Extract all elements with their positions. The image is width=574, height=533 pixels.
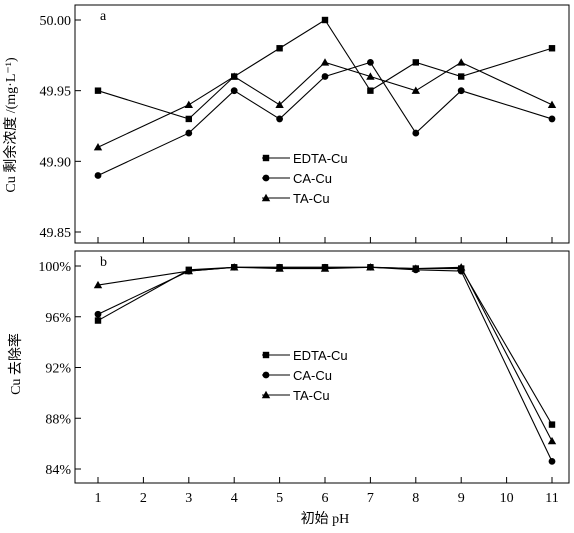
y-tick-label: 49.90 bbox=[40, 155, 72, 170]
x-tick-label: 1 bbox=[95, 491, 102, 506]
x-tick-label: 10 bbox=[500, 491, 514, 506]
data-point bbox=[457, 263, 466, 271]
data-point bbox=[230, 72, 239, 80]
data-point bbox=[94, 172, 102, 179]
data-point bbox=[93, 280, 103, 289]
data-point bbox=[275, 264, 284, 272]
x-tick-label: 3 bbox=[185, 491, 192, 506]
data-point bbox=[411, 86, 420, 94]
y-tick-label: 96% bbox=[45, 311, 71, 326]
data-point bbox=[412, 129, 420, 137]
plot-frame bbox=[74, 4, 570, 244]
panel-label: b bbox=[100, 255, 107, 270]
data-point bbox=[457, 87, 465, 95]
legend-label: CA-Cu bbox=[293, 171, 332, 186]
panel-a: a 49.85 49.90 49.95 50.00 Cu 剩余浓度 /(mg·L⁻¹) ED… bbox=[2, 4, 570, 244]
series-ta-cu bbox=[93, 58, 557, 151]
x-tick-label: 2 bbox=[140, 491, 147, 506]
data-point bbox=[367, 59, 374, 66]
y-tick-label: 50.00 bbox=[40, 14, 72, 29]
x-tick-label: 8 bbox=[412, 491, 419, 506]
data-point bbox=[320, 58, 330, 66]
legend-marker bbox=[262, 371, 270, 379]
legend-label: TA-Cu bbox=[293, 191, 330, 206]
data-point bbox=[94, 310, 102, 318]
x-axis-label: 初始 pH bbox=[301, 510, 350, 527]
data-point bbox=[548, 45, 556, 52]
series-ca-cu bbox=[94, 263, 556, 465]
y-axis-label: Cu 去除率 bbox=[7, 333, 24, 395]
y-tick-label: 88% bbox=[45, 412, 71, 427]
data-point bbox=[458, 73, 465, 80]
y-tick-label: 100% bbox=[38, 260, 71, 275]
data-point bbox=[320, 264, 330, 272]
data-point bbox=[548, 421, 556, 428]
y-tick-label: 49.85 bbox=[40, 226, 72, 241]
data-point bbox=[412, 59, 419, 66]
series-line bbox=[97, 19, 553, 120]
data-point bbox=[230, 87, 238, 95]
data-point bbox=[276, 115, 283, 123]
data-point bbox=[321, 16, 329, 24]
data-point bbox=[411, 264, 420, 272]
x-tick-label: 4 bbox=[231, 491, 238, 506]
y-tick-label: 92% bbox=[45, 362, 71, 377]
x-tick-label: 7 bbox=[367, 491, 374, 506]
data-point bbox=[185, 115, 192, 123]
data-point bbox=[367, 87, 374, 94]
data-point bbox=[457, 58, 466, 66]
legend-label: TA-Cu bbox=[293, 388, 330, 403]
x-tick-label: 9 bbox=[458, 491, 465, 506]
y-tick-label: 49.95 bbox=[40, 85, 72, 100]
data-point bbox=[547, 436, 557, 445]
data-point bbox=[184, 100, 193, 108]
data-point bbox=[366, 72, 375, 80]
legend-marker bbox=[262, 174, 270, 182]
data-point bbox=[94, 87, 102, 94]
legend-marker bbox=[262, 351, 270, 359]
x-tick-label: 5 bbox=[276, 491, 283, 506]
y-tick-label: 84% bbox=[45, 463, 71, 478]
data-point bbox=[94, 317, 102, 324]
legend-marker bbox=[261, 390, 271, 399]
series-edta-cu bbox=[94, 16, 556, 123]
x-tick-label: 6 bbox=[322, 491, 329, 506]
series-ca-cu bbox=[94, 59, 556, 179]
plot-frame bbox=[74, 250, 570, 484]
legend-marker bbox=[261, 193, 271, 202]
series-ta-cu bbox=[93, 263, 557, 445]
data-point bbox=[321, 73, 329, 80]
series-line bbox=[97, 266, 553, 462]
legend-label: EDTA-Cu bbox=[293, 348, 348, 363]
data-point bbox=[366, 263, 375, 271]
series-edta-cu bbox=[94, 264, 556, 428]
panel-label: a bbox=[100, 9, 107, 24]
data-point bbox=[547, 100, 557, 108]
y-axis-label: Cu 剩余浓度 /(mg·L⁻¹) bbox=[2, 57, 19, 193]
legend-label: EDTA-Cu bbox=[293, 151, 348, 166]
data-point bbox=[548, 115, 556, 123]
data-point bbox=[93, 143, 103, 151]
data-point bbox=[184, 266, 193, 275]
legend-label: CA-Cu bbox=[293, 368, 332, 383]
data-point bbox=[276, 45, 283, 52]
data-point bbox=[275, 100, 284, 108]
data-point bbox=[185, 129, 193, 137]
legend-marker bbox=[262, 154, 270, 162]
data-point bbox=[230, 263, 239, 271]
data-point bbox=[548, 457, 556, 465]
x-tick-label: 11 bbox=[545, 491, 558, 506]
